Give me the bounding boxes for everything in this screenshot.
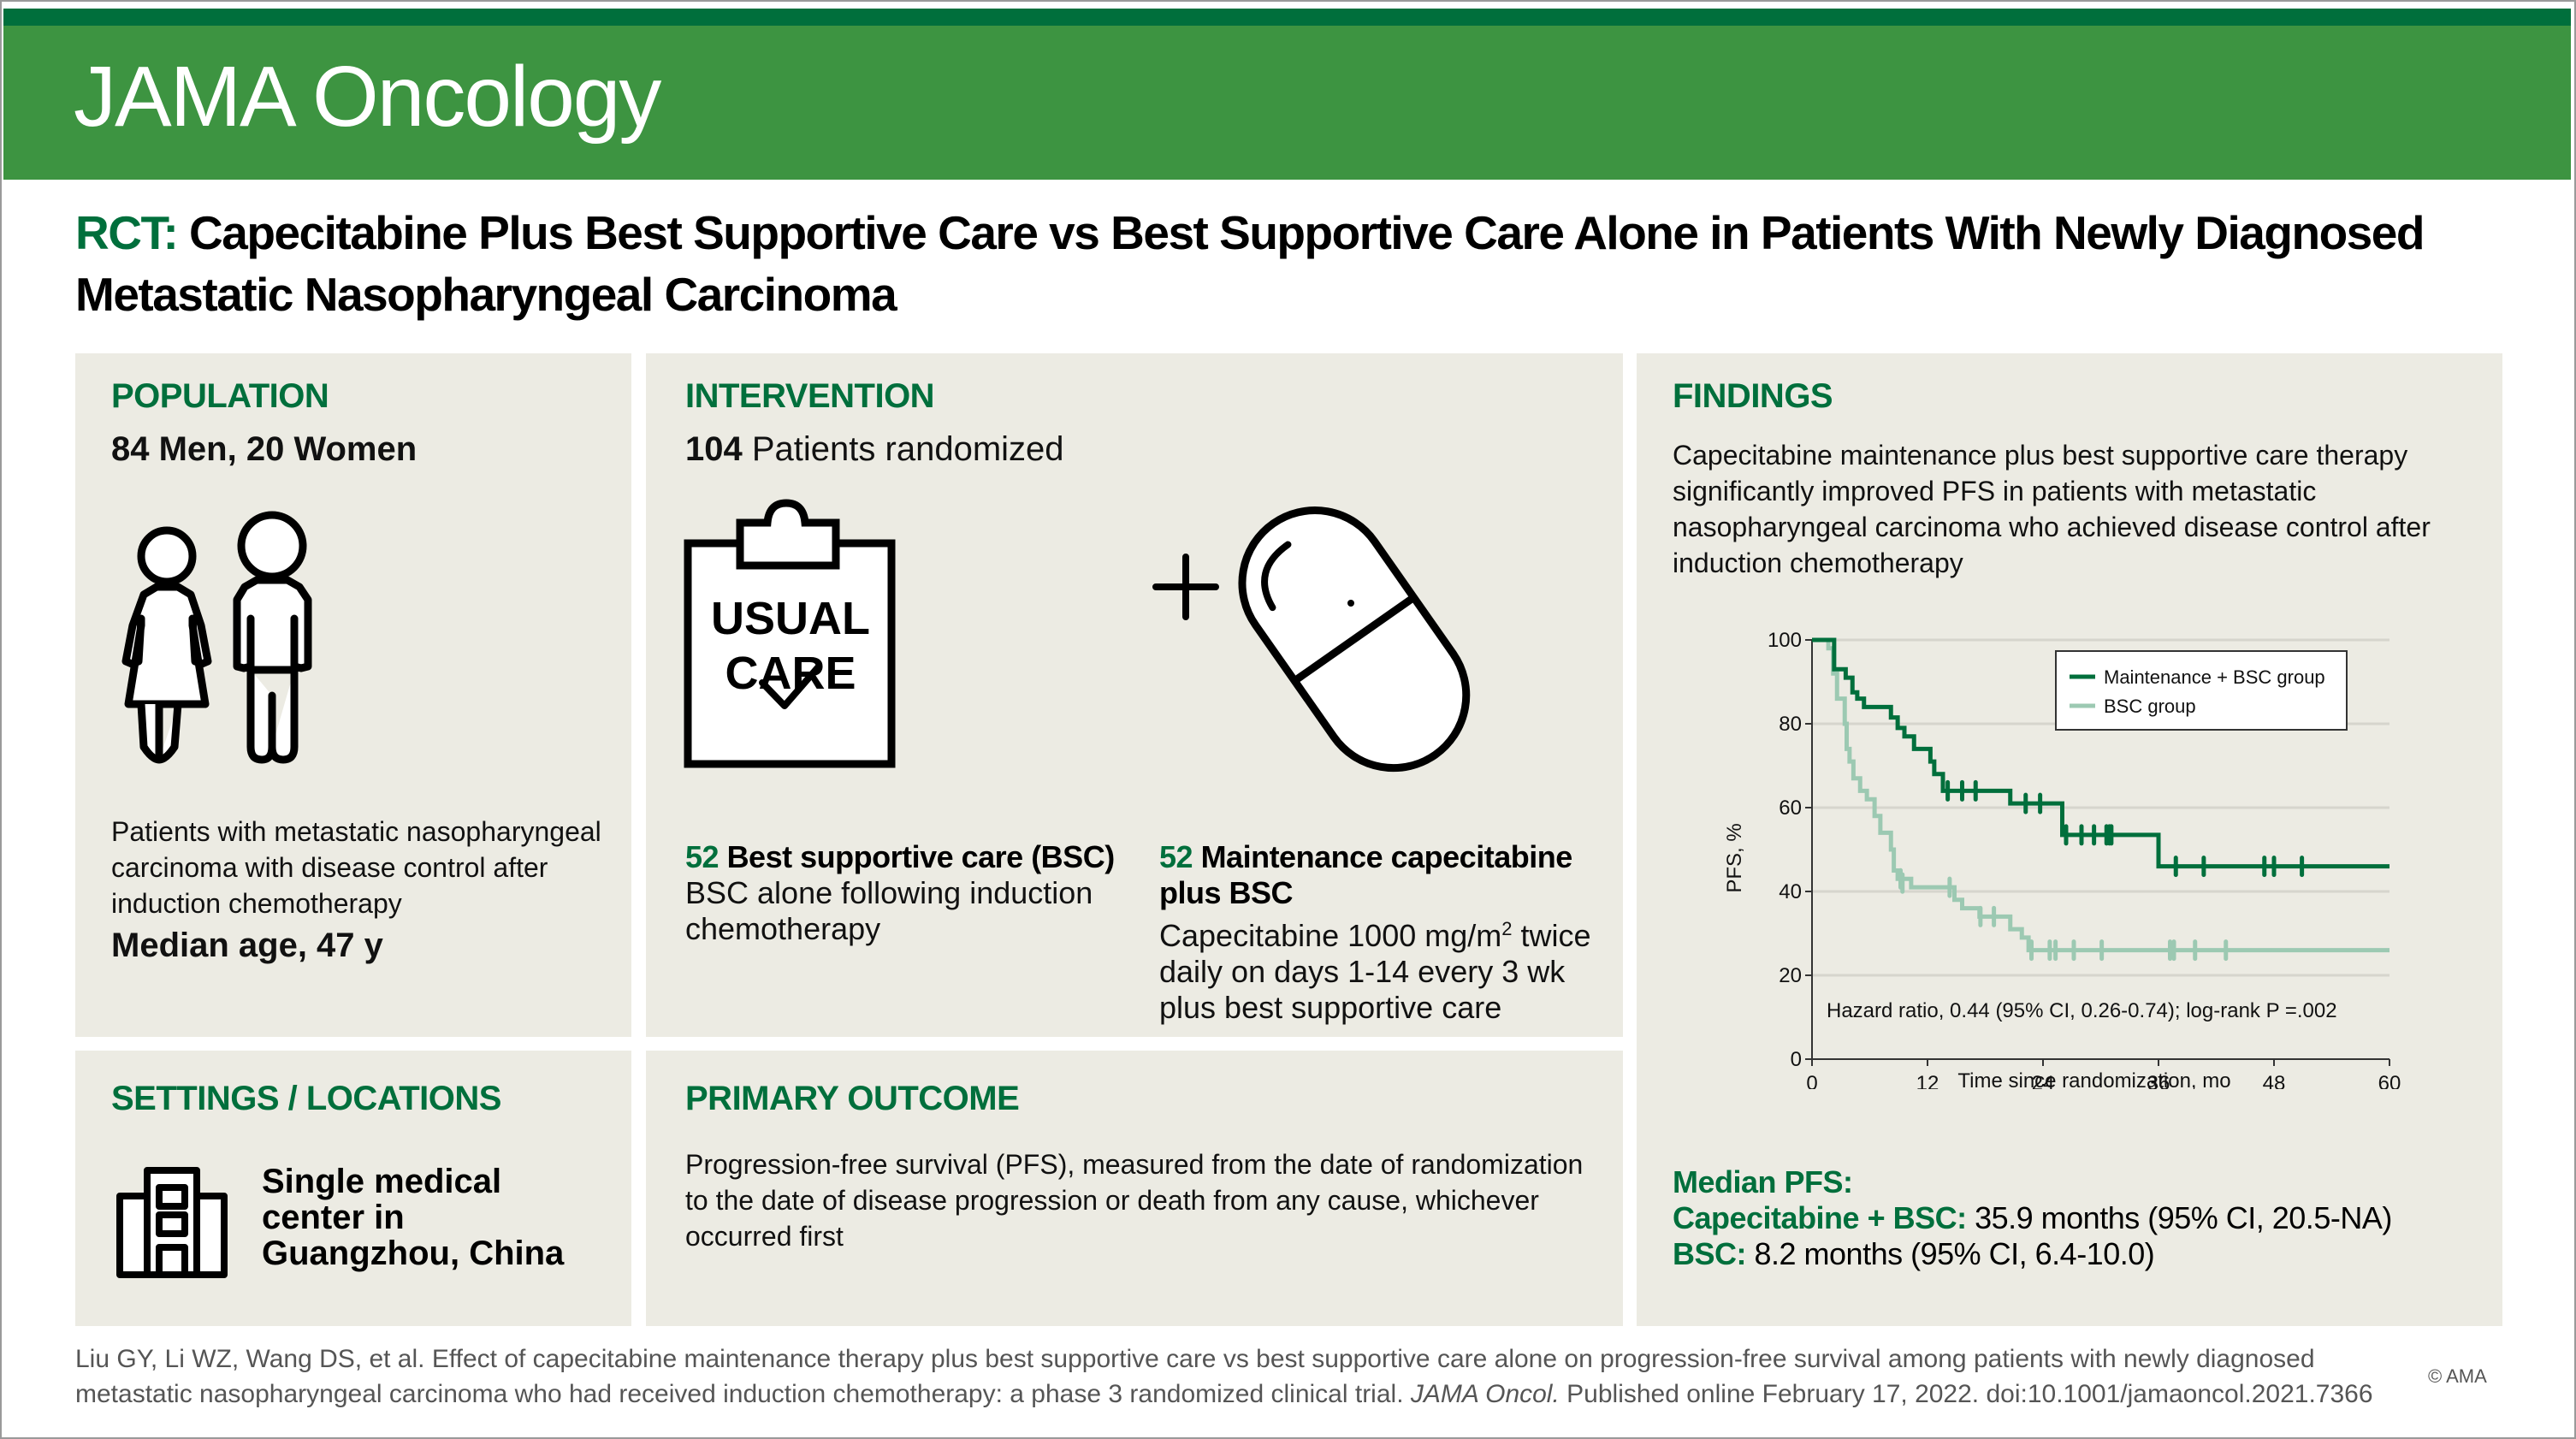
legend-label: BSC group xyxy=(2104,696,2196,717)
page-title: RCT: Capecitabine Plus Best Supportive C… xyxy=(75,202,2522,325)
arm-bsc-n: 52 xyxy=(685,839,720,874)
journal-title: JAMA Oncology xyxy=(74,49,661,145)
median-pfs-heading: Median PFS: xyxy=(1673,1164,1853,1199)
y-axis-label: PFS, % xyxy=(1723,823,1746,892)
settings-heading: SETTINGS / LOCATIONS xyxy=(111,1080,501,1117)
x-axis-label: Time since randomization, mo xyxy=(1957,1069,2230,1089)
copyright: © AMA xyxy=(2428,1365,2487,1387)
arm-bsc-description: BSC alone following induction chemothera… xyxy=(685,875,1093,946)
median-pfs-bsc-label: BSC: xyxy=(1673,1236,1747,1271)
capsule-pill-icon xyxy=(1238,506,1471,773)
citation: Liu GY, Li WZ, Wang DS, et al. Effect of… xyxy=(75,1341,2437,1412)
hazard-ratio-annotation: Hazard ratio, 0.44 (95% CI, 0.26-0.74); … xyxy=(1827,999,2337,1022)
median-pfs: Median PFS: Capecitabine + BSC: 35.9 mon… xyxy=(1673,1164,2392,1272)
median-pfs-capecitabine: Capecitabine + BSC: 35.9 months (95% CI,… xyxy=(1673,1200,2392,1236)
randomized-count: 104 Patients randomized xyxy=(685,430,1064,469)
primary-outcome-panel: PRIMARY OUTCOME Progression-free surviva… xyxy=(646,1051,1623,1326)
legend-box xyxy=(2055,650,2348,731)
clipboard-label: USUAL CARE xyxy=(684,591,897,701)
arm-capecitabine-title: 52 Maintenance capecitabine plus BSC xyxy=(1159,839,1604,911)
x-tick-label: 24 xyxy=(2032,1072,2055,1089)
intervention-heading: INTERVENTION xyxy=(685,377,935,415)
clipboard-line2: CARE xyxy=(725,648,856,699)
km-curve-maintenance-bsc-group xyxy=(1812,637,2389,869)
x-tick-label: 36 xyxy=(2147,1072,2170,1089)
population-heading: POPULATION xyxy=(111,377,329,415)
x-tick-label: 48 xyxy=(2263,1072,2286,1089)
findings-heading: FINDINGS xyxy=(1673,377,1833,415)
legend-label: Maintenance + BSC group xyxy=(2104,666,2325,688)
population-description: Patients with metastatic nasopharyngeal … xyxy=(111,816,601,919)
title-prefix: RCT: xyxy=(75,206,179,259)
median-age: Median age, 47 y xyxy=(111,927,383,964)
arm-bsc-title-text: Best supportive care (BSC) xyxy=(726,839,1116,874)
man-and-woman-icon xyxy=(121,511,312,764)
km-chart: 0 20 40 60 80 100 0 12 24 36 48 60 Maintenance + BS… xyxy=(1723,629,2401,1089)
arm-bsc: 52 Best supportive care (BSC) BSC alone … xyxy=(685,839,1147,947)
settings-panel: SETTINGS / LOCATIONS Single medical cent… xyxy=(75,1051,631,1326)
median-pfs-bsc: BSC: 8.2 months (95% CI, 6.4-10.0) xyxy=(1673,1236,2392,1272)
randomized-number: 104 xyxy=(685,430,743,468)
primary-outcome-heading: PRIMARY OUTCOME xyxy=(685,1080,1020,1117)
clipboard-line1: USUAL xyxy=(711,593,870,644)
arm-capecitabine-n: 52 xyxy=(1159,839,1193,874)
y-tick-label: 40 xyxy=(1779,880,1802,903)
arm-capecitabine: 52 Maintenance capecitabine plus BSC Cap… xyxy=(1159,839,1604,1026)
y-tick-label: 80 xyxy=(1779,713,1802,736)
x-tick-label: 0 xyxy=(1806,1072,1817,1089)
title-text: Capecitabine Plus Best Supportive Care v… xyxy=(75,206,2425,321)
findings-panel: FINDINGS Capecitabine maintenance plus b… xyxy=(1637,353,2502,1326)
intervention-panel: INTERVENTION 104 Patients randomized USU… xyxy=(646,353,1623,1037)
dose-schedule-text: twice daily on days 1-14 every 3 wk plus… xyxy=(1159,918,1591,1025)
population-counts: 84 Men, 20 Women xyxy=(111,430,417,468)
median-pfs-bsc-value: 8.2 months (95% CI, 6.4-10.0) xyxy=(1746,1236,2155,1271)
primary-outcome-text: Progression-free survival (PFS), measure… xyxy=(685,1149,1584,1252)
citation-doi: Published online February 17, 2022. doi:… xyxy=(1559,1380,2373,1408)
plus-icon xyxy=(1152,554,1219,620)
x-tick-label: 60 xyxy=(2378,1072,2401,1089)
settings-location: Single medical center in Guangzhou, Chin… xyxy=(262,1163,565,1272)
arm-capecitabine-title-text: Maintenance capecitabine plus BSC xyxy=(1159,839,1572,910)
y-tick-label: 0 xyxy=(1791,1048,1802,1071)
x-tick-label: 12 xyxy=(1916,1072,1939,1089)
y-tick-label: 60 xyxy=(1779,796,1802,820)
header-top-strip xyxy=(3,9,2571,26)
findings-text: Capecitabine maintenance plus best suppo… xyxy=(1673,440,2431,578)
dose-superscript: 2 xyxy=(1501,918,1513,939)
population-panel: POPULATION 84 Men, 20 Women Patients wit… xyxy=(75,353,631,1037)
arm-capecitabine-description: Capecitabine 1000 mg/m2 twice daily on d… xyxy=(1159,911,1604,1026)
citation-journal: JAMA Oncol. xyxy=(1410,1380,1560,1408)
median-pfs-capecitabine-label: Capecitabine + BSC: xyxy=(1673,1200,1967,1235)
dose-text: Capecitabine 1000 mg/m xyxy=(1159,918,1502,953)
y-tick-label: 100 xyxy=(1768,629,1802,652)
arm-bsc-title: 52 Best supportive care (BSC) xyxy=(685,839,1147,875)
journal-header xyxy=(3,26,2571,180)
hospital-building-icon xyxy=(116,1167,228,1278)
citation-text: Liu GY, Li WZ, Wang DS, et al. Effect of… xyxy=(75,1345,2315,1408)
randomized-label: Patients randomized xyxy=(751,430,1064,468)
median-pfs-capecitabine-value: 35.9 months (95% CI, 20.5-NA) xyxy=(1966,1200,2392,1235)
y-tick-label: 20 xyxy=(1779,964,1802,987)
clipboard-icon: USUAL CARE xyxy=(684,499,897,769)
